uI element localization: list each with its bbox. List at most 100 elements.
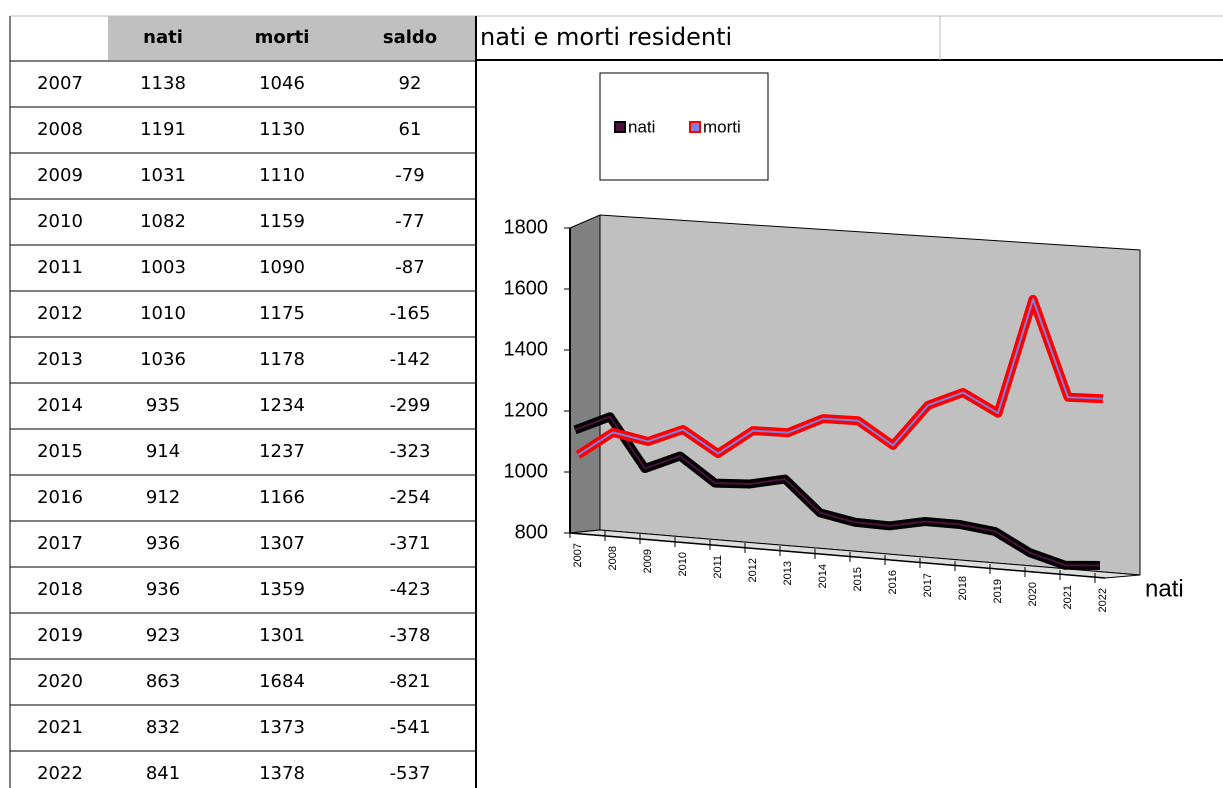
table-cell: 1373 [259,717,305,738]
table-cell: 923 [146,625,180,646]
table-cell: 1175 [259,303,305,324]
table-cell: 1090 [259,257,305,278]
table-cell: 936 [146,533,180,554]
table-cell: 2010 [37,211,83,232]
legend-box [599,72,769,181]
x-tick-label: 2017 [922,573,934,597]
table-cell: 2021 [37,717,83,738]
table-cell: 2016 [37,487,83,508]
side-wall [569,214,601,534]
table-cell: 1036 [140,349,186,370]
table-cell: 1301 [259,625,305,646]
x-tick-label: 2012 [747,558,759,582]
x-tick-label: 2010 [677,552,689,576]
x-tick-label: 2016 [887,570,899,594]
x-tick-label: 2009 [642,549,654,573]
table-cell: -254 [390,487,431,508]
table-cell: 912 [146,487,180,508]
x-tick-label: 2015 [852,567,864,591]
table-cell: 92 [399,73,422,94]
table-cell: -371 [390,533,431,554]
table-cell: 2018 [37,579,83,600]
legend-swatch [614,121,626,133]
table-cell: 841 [146,763,180,784]
series-line-inner [577,298,1104,456]
table-cell: 1130 [259,119,305,140]
table-cell: 2022 [37,763,83,784]
y-tick-label: 1200 [504,399,549,421]
table-cell: 2011 [37,257,83,278]
table-cell: 1159 [259,211,305,232]
x-tick-label: 2013 [782,561,794,585]
table-cell: 1010 [140,303,186,324]
table-cell: -142 [390,349,431,370]
table-cell: 1110 [259,165,305,186]
table-cell: 863 [146,671,180,692]
table-cell: -423 [390,579,431,600]
table-cell: 61 [399,119,422,140]
header-cell: nati [143,27,183,48]
table-cell: 1359 [259,579,305,600]
table-cell: 832 [146,717,180,738]
x-tick-label: 2014 [817,564,829,588]
table-cell: 1684 [259,671,305,692]
depth-label: nati [1145,575,1184,602]
table-cell: 1378 [259,763,305,784]
header-bg [108,16,475,60]
x-axis [569,532,1106,579]
table-cell: 914 [146,441,180,462]
header-cell: saldo [383,27,437,48]
chart-title: nati e morti residenti [480,23,732,51]
x-tick-label: 2020 [1027,582,1039,606]
legend-label: morti [703,117,741,136]
table-cell: 2019 [37,625,83,646]
y-tick-label: 1000 [504,460,549,482]
y-tick-label: 800 [515,521,548,543]
x-tick-label: 2008 [607,546,619,570]
table-cell: 2013 [37,349,83,370]
table-cell: -541 [390,717,431,738]
table-cell: 1031 [140,165,186,186]
table-cell: 2007 [37,73,83,94]
x-tick-label: 2021 [1062,585,1074,609]
y-tick-label: 1600 [504,277,549,299]
y-tick-label: 1400 [504,338,549,360]
table-cell: -378 [390,625,431,646]
table-cell: -323 [390,441,431,462]
table-cell: -79 [395,165,424,186]
table-cell: 1082 [140,211,186,232]
table-cell: 936 [146,579,180,600]
table-cell: -87 [395,257,424,278]
table-cell: 1166 [259,487,305,508]
table-cell: 2008 [37,119,83,140]
table-cell: -299 [390,395,431,416]
y-tick-label: 1800 [504,216,549,238]
table-cell: -537 [390,763,431,784]
table-cell: 1237 [259,441,305,462]
legend-swatch [689,121,701,133]
table-cell: -821 [390,671,431,692]
table-cell: -77 [395,211,424,232]
series-line-inner [574,415,1101,567]
x-tick-label: 2011 [712,555,724,579]
x-tick-label: 2022 [1097,588,1109,612]
table-cell: 1191 [140,119,186,140]
table-cell: 1307 [259,533,305,554]
table-cell: 1138 [140,73,186,94]
header-cell: morti [255,27,310,48]
table-cell: -165 [390,303,431,324]
table-cell: 1234 [259,395,305,416]
table-cell: 2009 [37,165,83,186]
table-cell: 935 [146,395,180,416]
table-cell: 1178 [259,349,305,370]
table-cell: 2020 [37,671,83,692]
x-tick-label: 2019 [992,579,1004,603]
table-cell: 2012 [37,303,83,324]
table-cell: 1046 [259,73,305,94]
legend-label: nati [628,117,655,136]
table-cell: 1003 [140,257,186,278]
x-tick-label: 2007 [572,543,584,567]
table-cell: 2015 [37,441,83,462]
